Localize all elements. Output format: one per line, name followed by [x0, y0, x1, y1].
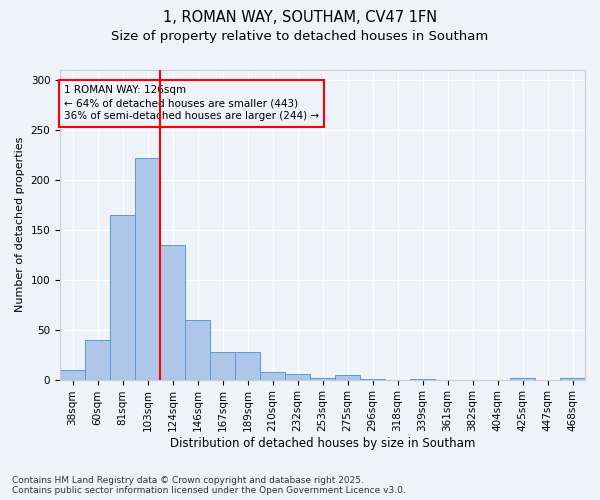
Text: 1, ROMAN WAY, SOUTHAM, CV47 1FN: 1, ROMAN WAY, SOUTHAM, CV47 1FN: [163, 10, 437, 25]
Bar: [185, 320, 210, 380]
Bar: [510, 378, 535, 380]
Bar: [360, 378, 385, 380]
Bar: [60, 370, 85, 380]
Text: Contains HM Land Registry data © Crown copyright and database right 2025.
Contai: Contains HM Land Registry data © Crown c…: [12, 476, 406, 495]
Y-axis label: Number of detached properties: Number of detached properties: [15, 137, 25, 312]
Bar: [260, 372, 285, 380]
Bar: [235, 352, 260, 380]
Bar: [285, 374, 310, 380]
Bar: [310, 378, 335, 380]
Bar: [160, 245, 185, 380]
Text: Size of property relative to detached houses in Southam: Size of property relative to detached ho…: [112, 30, 488, 43]
X-axis label: Distribution of detached houses by size in Southam: Distribution of detached houses by size …: [170, 437, 475, 450]
Bar: [210, 352, 235, 380]
Bar: [560, 378, 585, 380]
Bar: [85, 340, 110, 380]
Bar: [410, 378, 435, 380]
Text: 1 ROMAN WAY: 126sqm
← 64% of detached houses are smaller (443)
36% of semi-detac: 1 ROMAN WAY: 126sqm ← 64% of detached ho…: [64, 85, 319, 122]
Bar: [135, 158, 160, 380]
Bar: [335, 374, 360, 380]
Bar: [110, 215, 135, 380]
